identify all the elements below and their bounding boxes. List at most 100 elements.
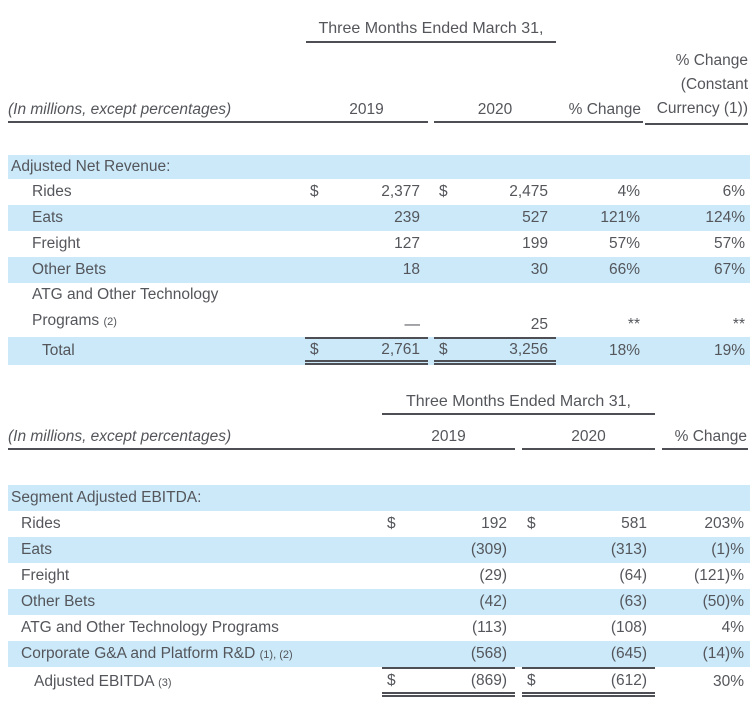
value-2020: $ 3,256 [434, 337, 556, 365]
value-2020: (64) [619, 567, 647, 584]
value-2019: $ 192 [387, 515, 507, 532]
table2-col-2019: 2019 [382, 426, 515, 450]
value-2020: 527 [522, 209, 548, 226]
row-label: Freight [21, 567, 70, 584]
dollar-sign: $ [387, 671, 396, 689]
section-title: Adjusted Net Revenue: [11, 158, 171, 175]
table1-period-header: Three Months Ended March 31, [306, 20, 556, 43]
column-gap [515, 511, 522, 537]
column-gap [515, 537, 522, 563]
column-gap [515, 589, 522, 615]
pct-change: 4% [617, 183, 640, 200]
value-2019: 239 [394, 209, 420, 226]
pct-change-constant: 19% [713, 342, 745, 359]
pct-change: (1)% [711, 541, 744, 558]
row-label: Other Bets [21, 593, 96, 610]
table-row-atg: ATG and Other Technology Programs (2) — … [8, 283, 750, 337]
value-2019: (568) [470, 645, 507, 662]
dollar-sign: $ [387, 515, 396, 532]
cc-header-line2: (Constant [680, 76, 748, 93]
value-2019: (42) [479, 593, 507, 610]
footnote-ref: (1), (2) [259, 649, 293, 661]
section-title: Segment Adjusted EBITDA: [11, 489, 202, 506]
column-gap [515, 641, 522, 667]
column-gap [515, 667, 522, 697]
pct-change-constant: ** [732, 316, 745, 333]
column-gap [515, 615, 522, 641]
pct-change: ** [627, 316, 640, 333]
cc-header-line3: Currency (1)) [656, 100, 748, 117]
table-row-other-bets: Other Bets 18 30 66% 67% [8, 257, 750, 283]
cc-header-line1: % Change [675, 52, 748, 69]
table2-col-2020: 2020 [522, 426, 655, 450]
row-label: Adjusted EBITDA (3) [34, 673, 172, 690]
footnote-ref: (2) [103, 316, 117, 328]
adjusted-net-revenue-table: Adjusted Net Revenue: Rides $ 2,377 $ 2,… [8, 155, 750, 365]
pct-change-constant: 57% [713, 235, 745, 252]
row-label: Freight [32, 235, 81, 252]
table1-col-2019: 2019 [305, 99, 428, 123]
table-row-rides: Rides $ 192 $ 581 203% [8, 511, 750, 537]
table-row-total: Total $ 2,761 $ 3,256 18% 19% [8, 337, 750, 365]
dollar-sign: $ [439, 183, 448, 200]
value-2019: $ 2,377 [310, 183, 420, 200]
table1-col-pct-change: % Change [556, 99, 643, 123]
row-label: Rides [21, 515, 61, 532]
segment-adjusted-ebitda-table: Segment Adjusted EBITDA: Rides $ 192 $ 5… [8, 485, 750, 697]
row-label: ATG and Other Technology Programs [21, 619, 279, 636]
row-label: Eats [32, 209, 64, 226]
section-header-row: Segment Adjusted EBITDA: [8, 485, 750, 511]
dollar-sign: $ [310, 183, 319, 200]
table-row-eats: Eats 239 527 121% 124% [8, 205, 750, 231]
table-row-eats: Eats (309) (313) (1)% [8, 537, 750, 563]
table-row-rides: Rides $ 2,377 $ 2,475 4% 6% [8, 179, 750, 205]
value-2019: 127 [394, 235, 420, 252]
pct-change: 18% [608, 342, 640, 359]
table-row-corporate: Corporate G&A and Platform R&D (1), (2) … [8, 641, 750, 667]
pct-change: (14)% [702, 645, 744, 662]
row-label: Rides [32, 183, 72, 200]
row-label: Other Bets [32, 261, 107, 278]
dollar-sign: $ [310, 340, 319, 358]
value-2019: — [404, 316, 421, 333]
value-2020: 25 [530, 316, 548, 333]
value-2020: 30 [530, 261, 548, 278]
pct-change-constant: 67% [713, 261, 745, 278]
row-label: ATG and Other Technology Programs (2) [32, 286, 219, 329]
row-label: Eats [21, 541, 53, 558]
value-2020: (313) [610, 541, 647, 558]
value-2020: $ (612) [522, 667, 655, 697]
table2-period-header: Three Months Ended March 31, [382, 393, 655, 415]
table-row-freight: Freight 127 199 57% 57% [8, 231, 750, 257]
value-2020: (108) [610, 619, 647, 636]
value-2019: (29) [479, 567, 507, 584]
pct-change-constant: 6% [722, 183, 745, 200]
dollar-sign: $ [527, 671, 536, 689]
value-2019: $ 2,761 [305, 337, 428, 365]
dollar-sign: $ [439, 340, 448, 358]
table-row-other-bets: Other Bets (42) (63) (50)% [8, 589, 750, 615]
table1-col-2020: 2020 [434, 99, 556, 123]
pct-change: 30% [712, 673, 744, 690]
value-2019: (309) [470, 541, 507, 558]
footnote-ref: (3) [158, 677, 172, 689]
value-2020: (63) [619, 593, 647, 610]
value-2019: $ (869) [382, 667, 515, 697]
table-row-freight: Freight (29) (64) (121)% [8, 563, 750, 589]
pct-change-constant: 124% [705, 209, 745, 226]
table2-units-note: (In millions, except percentages) [8, 426, 382, 450]
pct-change: 203% [704, 515, 744, 532]
pct-change: 66% [608, 261, 640, 278]
table2-col-pct-change: % Change [662, 426, 748, 450]
pct-change: 121% [600, 209, 640, 226]
pct-change: 57% [608, 235, 640, 252]
table1-units-note: (In millions, except percentages) [8, 99, 305, 123]
pct-change: 4% [721, 619, 744, 636]
pct-change: (50)% [702, 593, 744, 610]
value-2019: (113) [471, 619, 507, 636]
value-2019: 18 [402, 261, 420, 278]
table1-constant-currency-header: % Change (Constant Currency (1)) [645, 49, 748, 125]
value-2020: $ 581 [527, 515, 647, 532]
table-row-adjusted-ebitda: Adjusted EBITDA (3) $ (869) $ (612) 30% [8, 667, 750, 697]
